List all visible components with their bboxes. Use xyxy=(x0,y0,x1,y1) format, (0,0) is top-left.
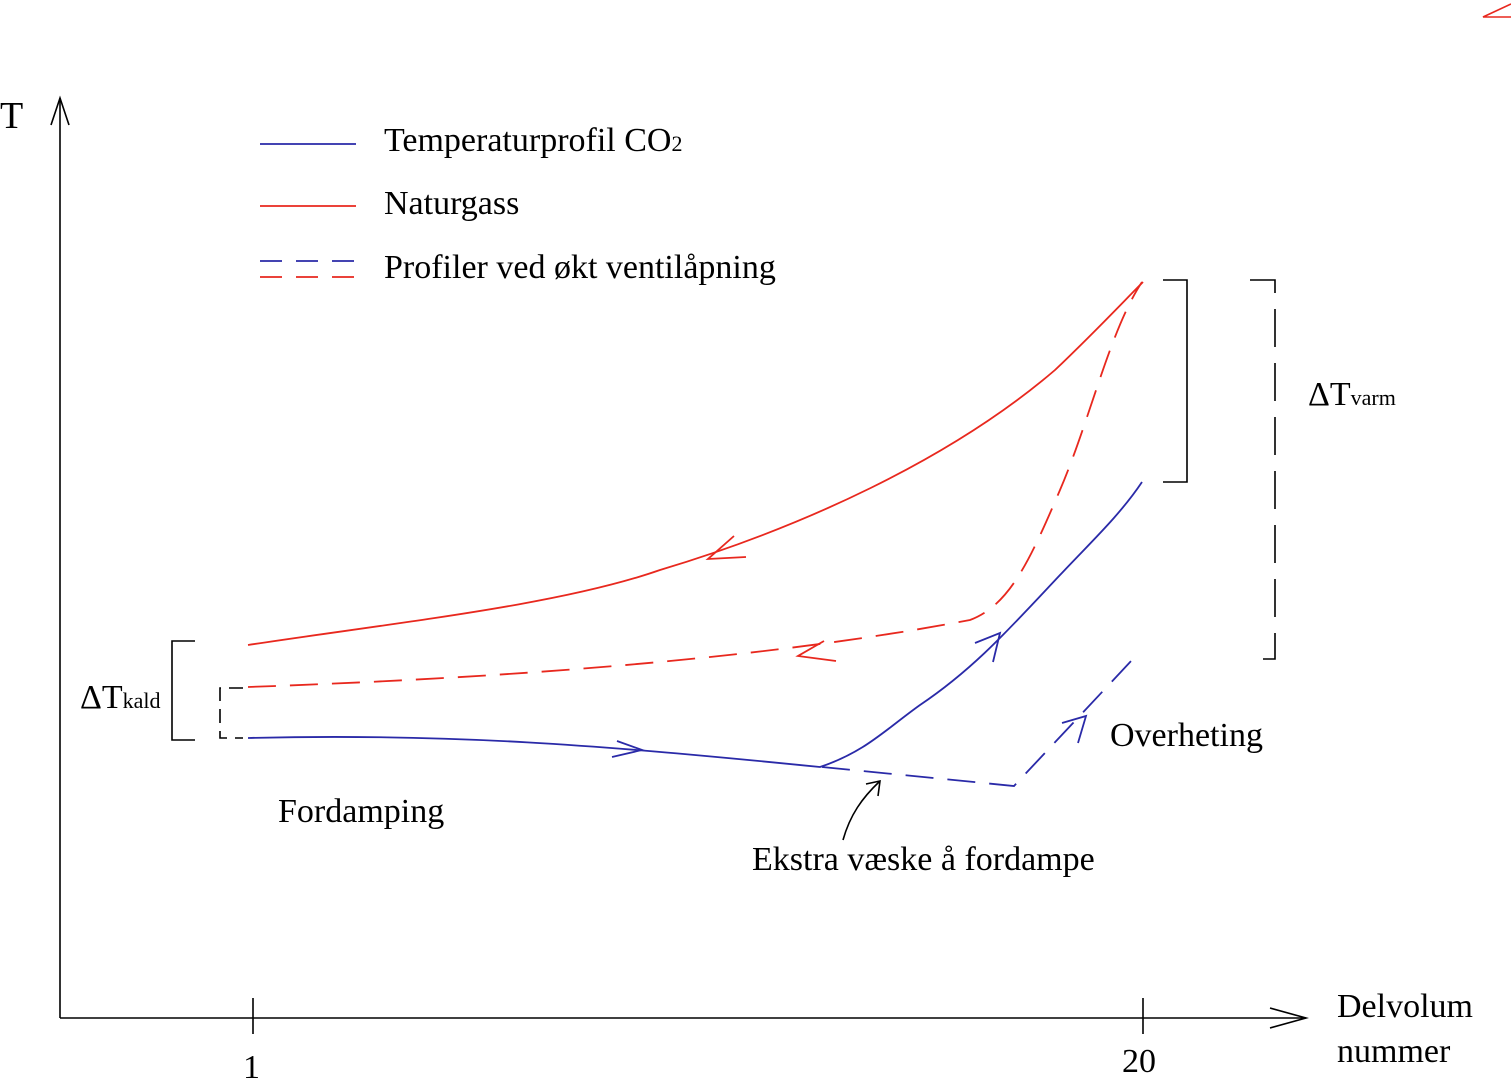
corner-red-mark xyxy=(1482,3,1511,18)
legend-label-co2-subscript: 2 xyxy=(671,131,682,156)
naturgas-dashed-curve xyxy=(247,281,1143,688)
dt-kald-label: ΔTkald xyxy=(80,679,161,716)
dt-varm-bracket xyxy=(1163,279,1188,483)
legend-label-dashed: Profiler ved økt ventilåpning xyxy=(384,249,776,286)
dt-varm-main: T xyxy=(1330,376,1351,413)
dt-varm-label: ΔTvarm xyxy=(1308,376,1396,413)
x-tick-label-first: 1 xyxy=(243,1049,260,1086)
co2-dashed-curve xyxy=(821,658,1134,787)
x-axis-label-line1: Delvolum xyxy=(1337,988,1473,1025)
dt-varm-delta: Δ xyxy=(1308,376,1330,413)
y-axis-arrowhead xyxy=(50,95,70,126)
legend: Temperaturprofil CO2 Naturgass Profiler … xyxy=(260,122,776,286)
x-axis-arrowhead xyxy=(1269,1007,1309,1029)
x-tick-label-last: 20 xyxy=(1122,1043,1156,1080)
naturgas-direction-arrow xyxy=(705,535,747,561)
x-axis-label-line2: nummer xyxy=(1337,1033,1451,1070)
dt-kald-dashed-bracket xyxy=(219,687,243,739)
axes xyxy=(50,95,1309,1034)
co2-direction-arrow-1 xyxy=(611,740,646,758)
co2-curve xyxy=(247,481,1143,768)
ekstra-pointer-arrowhead xyxy=(865,779,881,797)
dt-kald-bracket xyxy=(171,640,195,741)
dt-kald-delta: Δ xyxy=(80,679,102,716)
ekstra-label: Ekstra væske å fordampe xyxy=(752,841,1095,878)
ekstra-pointer-arrow xyxy=(842,780,881,841)
dt-varm-sub: varm xyxy=(1351,385,1396,410)
dt-kald-main: T xyxy=(102,679,123,716)
dt-kald-sub: kald xyxy=(123,688,161,713)
dt-varm-dashed-bracket xyxy=(1250,279,1276,660)
naturgas-dashed-direction-arrow xyxy=(795,640,837,662)
legend-label-naturgas: Naturgass xyxy=(384,185,519,222)
co2-direction-arrow-2 xyxy=(974,631,1002,663)
fordamping-label: Fordamping xyxy=(278,793,444,830)
co2-dashed-direction-arrow xyxy=(1061,714,1088,744)
legend-label-co2: Temperaturprofil CO2 xyxy=(384,122,682,159)
naturgas-curve xyxy=(247,281,1144,646)
overheting-label: Overheting xyxy=(1110,717,1263,754)
y-axis-label: T xyxy=(0,95,23,137)
legend-label-co2-main: Temperaturprofil CO xyxy=(384,122,671,159)
